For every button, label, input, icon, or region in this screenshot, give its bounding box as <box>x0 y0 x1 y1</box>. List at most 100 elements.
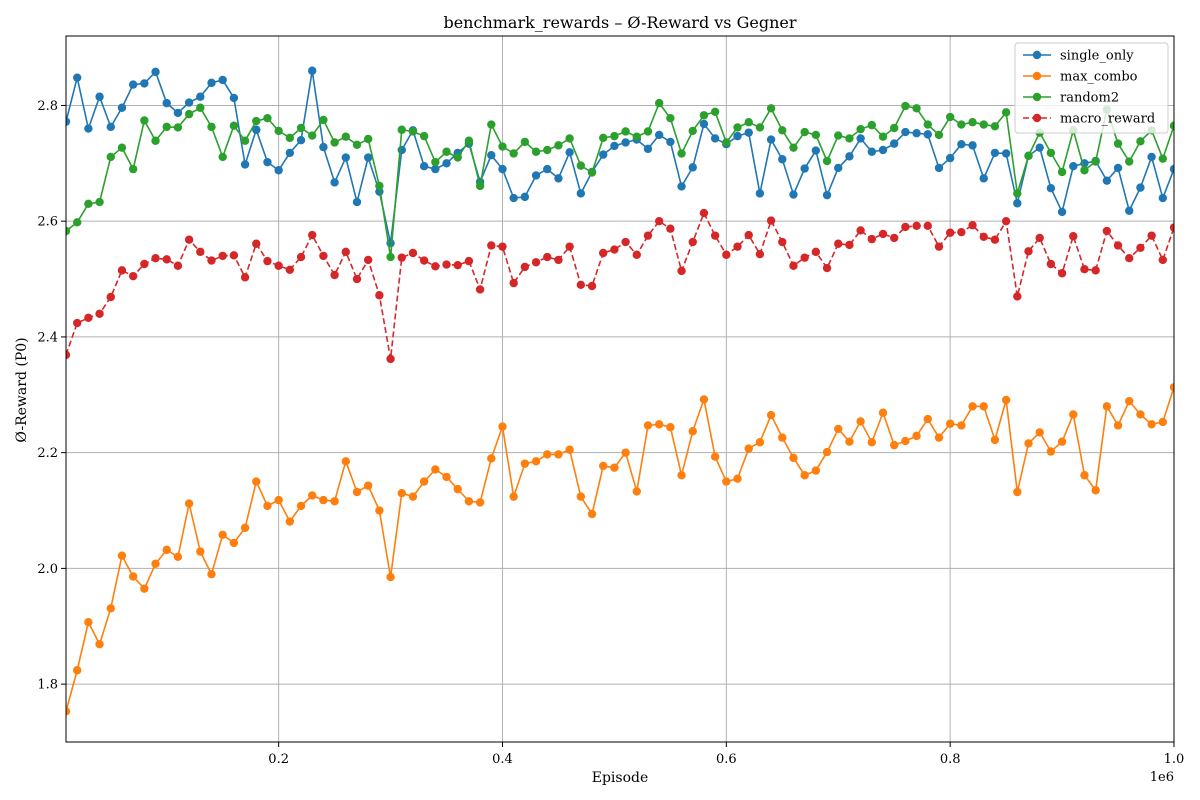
data-point <box>576 161 586 170</box>
x-tick-label: 0.8 <box>940 752 961 767</box>
series-max-combo <box>66 383 1174 716</box>
x-tick-label: 0.2 <box>268 752 289 767</box>
data-point <box>442 260 451 269</box>
data-point <box>968 221 977 230</box>
data-point <box>408 127 418 136</box>
data-point <box>1001 149 1011 158</box>
data-point <box>990 148 1000 158</box>
data-point <box>621 237 630 247</box>
data-point <box>1035 233 1044 243</box>
data-point <box>845 437 854 446</box>
data-point <box>957 421 966 430</box>
data-point <box>1136 183 1145 192</box>
data-point <box>296 123 306 133</box>
data-point <box>822 263 832 273</box>
data-point <box>789 261 798 270</box>
data-point <box>755 189 765 198</box>
data-point <box>408 492 418 501</box>
y-tick-label: 2.2 <box>37 446 58 461</box>
data-point <box>766 216 776 225</box>
data-point <box>968 118 977 127</box>
data-point <box>229 251 239 260</box>
data-point <box>1147 420 1156 429</box>
data-point <box>599 248 608 258</box>
data-point <box>901 222 910 232</box>
data-point <box>710 452 720 461</box>
x-tick-label: 0.6 <box>716 752 737 767</box>
data-point <box>363 255 373 265</box>
data-point <box>901 127 910 137</box>
data-point <box>1125 206 1134 215</box>
data-point <box>979 402 988 411</box>
data-point <box>599 133 608 143</box>
data-point <box>666 422 675 432</box>
data-point <box>822 447 832 457</box>
data-point <box>1136 410 1145 419</box>
data-point <box>1158 154 1168 163</box>
data-point <box>901 436 910 446</box>
legend-box <box>1014 42 1169 134</box>
data-point <box>531 258 541 267</box>
grid-lines <box>66 36 1175 742</box>
data-point <box>509 149 518 158</box>
data-point <box>722 250 731 259</box>
data-point <box>84 199 93 209</box>
data-point <box>140 584 149 593</box>
data-point <box>945 112 955 122</box>
data-point <box>252 116 261 126</box>
data-point <box>173 552 183 562</box>
y-tick-label: 1.8 <box>37 678 58 693</box>
data-point <box>319 142 328 152</box>
data-point <box>733 123 742 132</box>
data-point <box>565 242 574 251</box>
data-point <box>856 124 865 134</box>
data-point <box>531 457 541 466</box>
data-point <box>710 231 720 240</box>
data-point <box>923 120 932 129</box>
data-point <box>128 80 138 89</box>
data-point <box>128 572 138 581</box>
data-point <box>229 121 239 130</box>
y-tick-label: 2.6 <box>37 215 58 230</box>
data-point <box>375 181 384 191</box>
data-point <box>464 136 474 145</box>
data-point <box>867 438 877 447</box>
data-point <box>106 292 115 302</box>
data-point <box>252 477 261 486</box>
data-point <box>822 156 832 166</box>
data-point <box>554 141 563 150</box>
data-point <box>789 453 798 463</box>
data-point <box>878 145 888 155</box>
data-point <box>610 245 619 254</box>
data-point <box>1158 255 1168 265</box>
data-point <box>520 262 530 272</box>
data-point <box>1024 151 1033 160</box>
data-point <box>229 93 239 103</box>
legend: single_only max_combo random2 macro_reward <box>1014 42 1169 134</box>
data-point <box>531 171 541 180</box>
data-point <box>710 107 720 117</box>
data-point <box>218 75 227 85</box>
data-point <box>509 193 518 203</box>
data-point <box>1013 487 1022 497</box>
data-point <box>1069 410 1078 419</box>
data-point <box>72 218 82 227</box>
data-point <box>587 281 597 291</box>
data-point <box>632 132 641 141</box>
data-point <box>1147 152 1156 162</box>
data-point <box>699 111 709 120</box>
data-point <box>543 164 552 174</box>
data-point <box>912 431 921 441</box>
data-point <box>1069 232 1078 241</box>
data-point <box>487 241 496 250</box>
data-point <box>397 253 406 262</box>
data-point <box>453 153 462 162</box>
data-point <box>84 124 93 133</box>
data-point <box>878 132 888 141</box>
data-point <box>1158 417 1168 427</box>
data-point <box>196 247 205 257</box>
y-tick-label: 2.0 <box>37 562 58 577</box>
data-point <box>1158 193 1168 203</box>
data-point <box>755 438 765 447</box>
